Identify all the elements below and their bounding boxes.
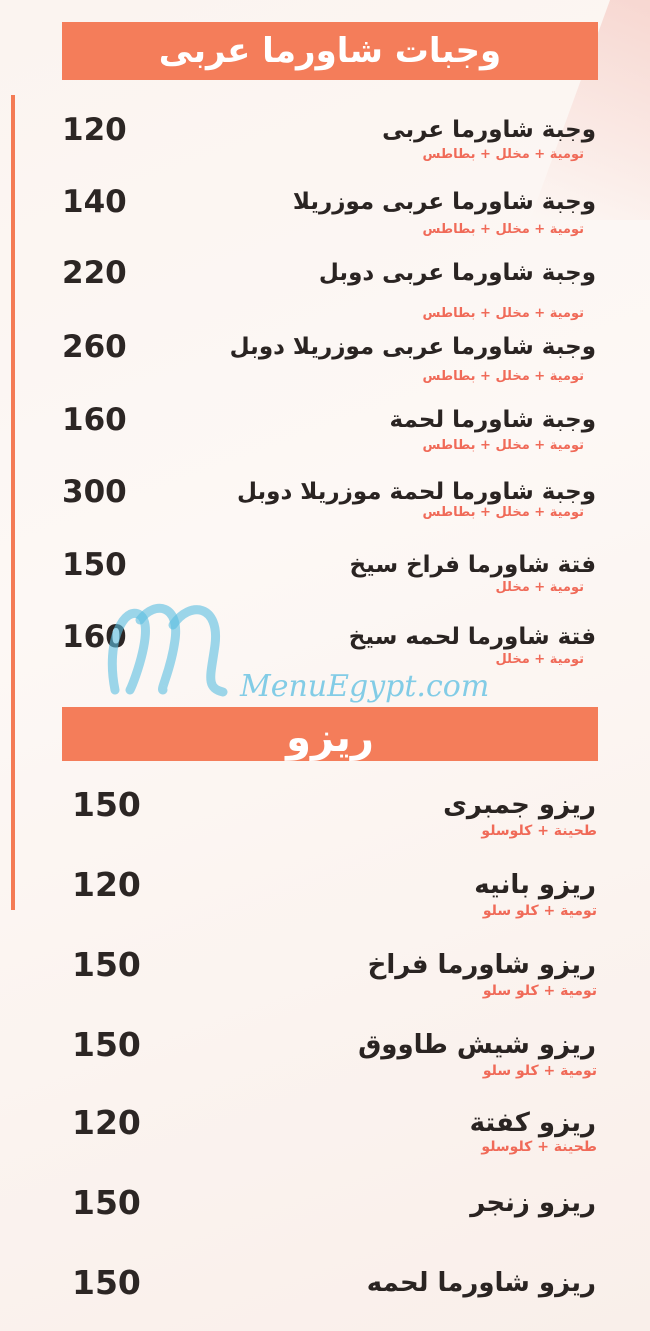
section-header-rizo: ريزو [62, 707, 598, 761]
menu-item: ريزو شاورما فراخ 150 تومية + كلو سلو [0, 945, 650, 999]
item-price: 150 [62, 547, 127, 583]
item-price: 120 [72, 1103, 141, 1142]
watermark-logo-icon [107, 603, 228, 697]
item-name: ريزو شاورما فراخ [367, 950, 596, 980]
item-name: وجبة شاورما لحمة [389, 407, 596, 433]
menu-item: ريزو بانيه 120 تومية + كلو سلو [0, 865, 650, 919]
menu-item: فتة شاورما لحمه سيخ 160 تومية + مخلل [0, 622, 650, 668]
item-name: وجبة شاورما عربى موزريلا دوبل [229, 334, 596, 360]
item-price: 260 [62, 329, 127, 365]
item-price: 120 [72, 865, 141, 904]
item-price: 150 [72, 785, 141, 824]
item-name: وجبة شاورما عربى دوبل [318, 260, 596, 286]
item-description: تومية + كلو سلو [482, 983, 597, 999]
menu-item: ريزو شيش طاووق 150 تومية + كلو سلو [0, 1025, 650, 1079]
item-price: 150 [72, 945, 141, 984]
item-name: ريزو كفتة [469, 1108, 596, 1138]
menu-item: فتة شاورما فراخ سيخ 150 تومية + مخلل [0, 547, 650, 596]
item-price: 150 [72, 1025, 141, 1064]
item-name: فتة شاورما لحمه سيخ [348, 624, 596, 650]
item-price: 120 [62, 112, 127, 148]
item-name: ريزو جمبرى [443, 790, 596, 820]
item-name: ريزو بانيه [474, 870, 596, 900]
menu-item: ريزو كفتة 120 طحينة + كلوسلو [0, 1103, 650, 1155]
item-description: تومية + كلو سلو [482, 903, 597, 919]
item-description: تومية + مخلل + بطاطس [422, 222, 584, 237]
item-description: تومية + كلو سلو [482, 1063, 597, 1079]
item-price: 150 [72, 1183, 141, 1222]
section-header-shawarma-meals: وجبات شاورما عربى [62, 22, 598, 80]
item-description: تومية + مخلل + بطاطس [422, 369, 584, 384]
item-description: طحينة + كلوسلو [481, 1139, 597, 1155]
item-description: تومية + مخلل + بطاطس [422, 505, 584, 520]
menu-item: وجبة شاورما عربى موزريلا دوبل 260 تومية + … [0, 329, 650, 385]
item-description: تومية + مخلل + بطاطس [422, 438, 584, 453]
menu-item: وجبة شاورما عربى 120 تومية + مخلل + بطاطس [0, 112, 650, 163]
item-name: ريزو زنجر [470, 1188, 596, 1218]
watermark-text: MenuEgypt.com [240, 669, 490, 704]
item-description: طحينة + كلوسلو [481, 823, 597, 839]
item-description: تومية + مخلل [495, 652, 584, 667]
item-description: تومية + مخلل + بطاطس [422, 147, 584, 162]
item-name: وجبة شاورما عربى موزريلا [292, 189, 596, 215]
item-price: 160 [62, 402, 127, 438]
menu-item: ريزو زنجر 150 [0, 1183, 650, 1222]
item-name: فتة شاورما فراخ سيخ [349, 552, 597, 578]
item-price: 300 [62, 474, 127, 510]
item-name: وجبة شاورما لحمة موزريلا دوبل [237, 479, 596, 505]
item-description: تومية + مخلل + بطاطس [422, 306, 584, 321]
item-name: وجبة شاورما عربى [382, 117, 596, 143]
item-price: 220 [62, 255, 127, 291]
item-price: 140 [62, 184, 127, 220]
menu-item: وجبة شاورما عربى موزريلا 140 تومية + مخلل … [0, 184, 650, 238]
menu-item: وجبة شاورما عربى دوبل 220 تومية + مخلل + ب… [0, 255, 650, 322]
item-description: تومية + مخلل [495, 580, 584, 595]
item-price: 150 [72, 1263, 141, 1302]
item-name: ريزو شاورما لحمه [366, 1268, 596, 1298]
decorative-line [11, 95, 15, 910]
menu-item: وجبة شاورما لحمة 160 تومية + مخلل + بطاطس [0, 402, 650, 454]
menu-item: ريزو شاورما لحمه 150 [0, 1263, 650, 1302]
menu-item: ريزو جمبرى 150 طحينة + كلوسلو [0, 785, 650, 839]
item-name: ريزو شيش طاووق [358, 1030, 596, 1060]
menu-item: وجبة شاورما لحمة موزريلا دوبل 300 تومية + … [0, 474, 650, 521]
